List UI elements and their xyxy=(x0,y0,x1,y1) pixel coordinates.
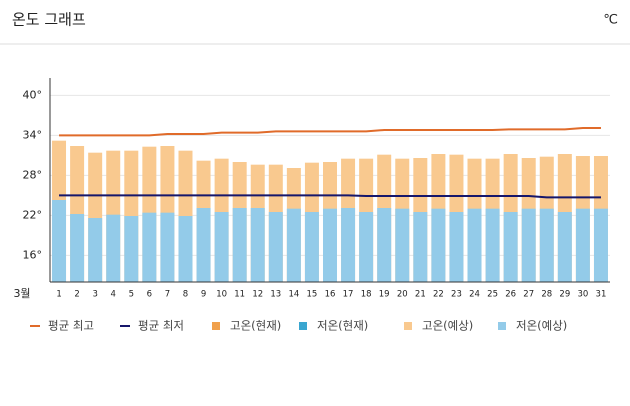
chart-title: 온도 그래프 xyxy=(12,11,86,29)
x-tick-label: 26 xyxy=(505,290,516,300)
x-tick-label: 19 xyxy=(379,290,390,300)
x-tick-label: 21 xyxy=(415,290,426,300)
bar xyxy=(593,208,608,282)
bar xyxy=(286,208,301,282)
legend-swatch xyxy=(498,322,506,330)
legend-swatch xyxy=(404,322,412,330)
y-tick-label: 28° xyxy=(23,168,43,181)
x-tick-label: 30 xyxy=(577,290,588,300)
x-tick-label: 17 xyxy=(343,290,354,300)
unit-label: ℃ xyxy=(603,13,618,28)
legend-label: 고온(예상) xyxy=(422,319,473,333)
bar xyxy=(521,208,536,282)
x-tick-label: 5 xyxy=(129,290,134,300)
y-tick-label: 40° xyxy=(23,88,43,101)
bar xyxy=(196,208,211,282)
bar xyxy=(124,216,139,282)
legend-label: 평균 최고 xyxy=(48,319,94,333)
bar xyxy=(70,214,85,282)
y-tick-label: 22° xyxy=(23,208,43,221)
x-tick-label: 24 xyxy=(469,290,480,300)
x-tick-label: 13 xyxy=(270,290,281,300)
x-tick-label: 23 xyxy=(451,290,462,300)
x-tick-label: 20 xyxy=(397,290,408,300)
bar xyxy=(467,208,482,282)
y-tick-label: 16° xyxy=(23,248,43,261)
legend-swatch xyxy=(212,322,220,330)
bar xyxy=(539,208,554,282)
bar xyxy=(377,208,392,282)
x-tick-label: 10 xyxy=(216,290,227,300)
x-tick-label: 28 xyxy=(541,290,552,300)
x-tick-label: 25 xyxy=(487,290,498,300)
bar xyxy=(178,216,193,282)
bar xyxy=(142,212,157,282)
x-tick-label: 22 xyxy=(433,290,444,300)
bar xyxy=(359,212,374,282)
bar xyxy=(88,218,103,282)
x-tick-label: 4 xyxy=(111,290,116,300)
legend-label: 저온(현재) xyxy=(317,319,368,333)
bar xyxy=(160,212,175,282)
bar xyxy=(485,208,500,282)
line xyxy=(59,194,601,199)
bar xyxy=(214,212,229,282)
line xyxy=(59,127,601,137)
x-tick-label: 27 xyxy=(523,290,534,300)
x-axis-label: 3월 xyxy=(13,287,30,300)
bar xyxy=(323,208,337,282)
bar xyxy=(557,212,572,282)
x-tick-label: 18 xyxy=(361,290,372,300)
bar xyxy=(268,212,283,282)
x-tick-label: 9 xyxy=(201,290,206,300)
x-tick-label: 29 xyxy=(559,290,570,300)
x-tick-label: 14 xyxy=(288,290,299,300)
bar xyxy=(250,208,265,282)
x-tick-label: 31 xyxy=(596,290,607,300)
bar xyxy=(232,208,247,282)
bar xyxy=(431,208,446,282)
x-tick-label: 6 xyxy=(147,290,152,300)
x-tick-label: 11 xyxy=(234,290,245,300)
x-tick-label: 2 xyxy=(74,290,79,300)
legend-label: 평균 최저 xyxy=(138,319,184,333)
legend-label: 고온(현재) xyxy=(230,319,281,333)
bar xyxy=(395,208,410,282)
y-tick-label: 34° xyxy=(23,128,43,141)
bar xyxy=(106,214,121,282)
bar xyxy=(575,208,590,282)
x-tick-label: 7 xyxy=(165,290,170,300)
bar xyxy=(413,212,428,282)
x-tick-label: 3 xyxy=(92,290,97,300)
x-tick-label: 1 xyxy=(56,290,61,300)
bar xyxy=(449,212,464,282)
x-tick-label: 15 xyxy=(307,290,318,300)
bar xyxy=(52,200,67,282)
x-tick-label: 8 xyxy=(183,290,188,300)
bar xyxy=(503,212,518,282)
legend-label: 저온(예상) xyxy=(516,319,567,333)
x-tick-label: 12 xyxy=(252,290,263,300)
x-tick-label: 16 xyxy=(325,290,336,300)
legend-swatch xyxy=(299,322,307,330)
bar xyxy=(304,212,319,282)
bar xyxy=(341,208,356,282)
